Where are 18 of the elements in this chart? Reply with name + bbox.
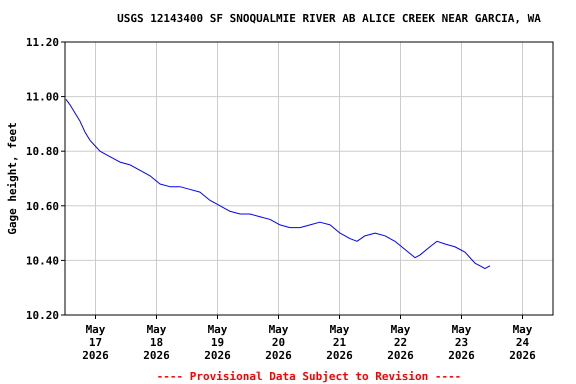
x-tick-label: May 17 2026 bbox=[82, 323, 110, 362]
x-tick-label: May 19 2026 bbox=[204, 323, 232, 362]
y-tick-label: 10.60 bbox=[26, 200, 59, 213]
y-tick-label: 10.80 bbox=[26, 145, 59, 158]
x-tick-label: May 24 2026 bbox=[509, 323, 536, 362]
y-axis-title: Gage height, feet bbox=[6, 122, 19, 235]
line-series bbox=[65, 98, 490, 270]
text: ---- Provisional Data Subject to Revision ---- bbox=[156, 370, 462, 383]
x-tick-label: May 22 2026 bbox=[387, 323, 414, 362]
y-tick-label: 10.40 bbox=[26, 254, 59, 268]
x-tick-label: May 21 2026 bbox=[326, 323, 354, 362]
chart-title: USGS 12143400 SF SNOQUALMIE RIVER AB ALICE CREEK NEAR GARCIA, WA bbox=[117, 12, 542, 25]
x-tick-label: May 20 2026 bbox=[265, 323, 292, 362]
x-tick-label: May 18 2026 bbox=[143, 323, 170, 362]
y-tick-label: 11.00 bbox=[26, 90, 59, 104]
y-tick-label: 10.20 bbox=[26, 309, 59, 322]
x-tick-label: May 23 2026 bbox=[448, 323, 476, 362]
y-tick-label: 11.20 bbox=[26, 36, 59, 49]
